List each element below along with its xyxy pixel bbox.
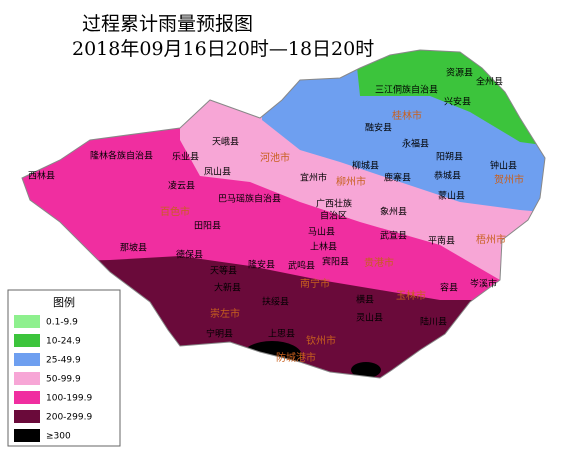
- place: 隆安县: [248, 259, 275, 271]
- place: 蒙山县: [438, 190, 465, 202]
- place: 贵港市: [364, 256, 394, 269]
- legend-swatch: [14, 315, 40, 328]
- place: 南宁市: [300, 277, 330, 290]
- place: 兴安县: [444, 96, 471, 108]
- place: 融安县: [365, 122, 392, 134]
- legend-swatch: [14, 372, 40, 385]
- place: 百色市: [160, 205, 190, 218]
- place: 大新县: [214, 282, 241, 294]
- place-labels: 三江侗族自治县 资源县 全州县 兴安县 融安县 永福县 桂林市 河池市 天峨县 …: [28, 68, 524, 365]
- legend-swatch: [14, 429, 40, 442]
- legend-label: 100-199.9: [46, 394, 92, 404]
- place: 河池市: [260, 151, 290, 164]
- map-title: 过程累计雨量预报图: [82, 13, 253, 35]
- legend-label: ≥300: [46, 432, 71, 442]
- place: 全州县: [476, 76, 503, 88]
- place: 阳朔县: [436, 151, 463, 163]
- place: 玉林市: [396, 289, 426, 302]
- legend-label: 25-49.9: [46, 356, 81, 366]
- place: 容县: [440, 282, 458, 294]
- place: 贺州市: [494, 173, 524, 186]
- place: 崇左市: [210, 307, 240, 320]
- place: 宁明县: [206, 328, 233, 340]
- place: 上思县: [268, 329, 295, 340]
- place: 天等县: [210, 265, 237, 277]
- place: 鹿寨县: [384, 172, 411, 184]
- place: 田阳县: [194, 221, 221, 232]
- place: 梧州市: [476, 233, 506, 246]
- place: 三江侗族自治县: [375, 84, 438, 96]
- legend-title: 图例: [53, 295, 75, 309]
- place: 隆林各族自治县: [90, 150, 153, 162]
- place: 自治区: [320, 210, 347, 222]
- map-subtitle: 2018年09月16日20时—18日20时: [72, 38, 374, 60]
- place: 陆川县: [420, 316, 447, 328]
- legend-swatch: [14, 391, 40, 404]
- place: 上林县: [310, 241, 337, 253]
- place: 武宣县: [380, 230, 407, 242]
- place: 柳州市: [336, 175, 366, 188]
- province-outline: [21, 49, 546, 379]
- legend-swatch: [14, 410, 40, 423]
- place: 凌云县: [168, 180, 195, 192]
- place: 平南县: [428, 235, 455, 247]
- legend: 图例 0.1-9.9 10-24.9 25-49.9 50-99.9 100-199.9…: [7, 289, 121, 447]
- legend-label: 10-24.9: [46, 337, 81, 347]
- place: 宜州市: [300, 172, 327, 184]
- place: 宾阳县: [322, 256, 349, 268]
- place: 扶绥县: [262, 296, 289, 308]
- place: 资源县: [446, 68, 473, 79]
- region: [351, 362, 381, 378]
- place: 恭城县: [434, 171, 461, 182]
- place: 横县: [356, 294, 374, 306]
- place: 象州县: [380, 206, 407, 218]
- place: 岑溪市: [470, 278, 497, 290]
- place: 天峨县: [212, 136, 239, 148]
- legend-label: 0.1-9.9: [46, 318, 78, 328]
- legend-label: 200-299.9: [46, 413, 92, 423]
- place: 马山县: [308, 227, 335, 238]
- place: 广西壮族: [316, 198, 352, 210]
- legend-label: 50-99.9: [46, 375, 81, 385]
- legend-swatch: [14, 353, 40, 366]
- legend-swatch: [14, 334, 40, 347]
- place: 武鸣县: [288, 260, 315, 272]
- place: 桂林市: [392, 109, 422, 122]
- place: 那坡县: [120, 242, 147, 254]
- place: 钟山县: [490, 160, 517, 172]
- place: 灵山县: [356, 313, 383, 324]
- place: 防城港市: [276, 351, 316, 364]
- place: 柳城县: [352, 160, 379, 172]
- place: 巴马瑶族自治县: [218, 193, 281, 205]
- place: 乐业县: [172, 151, 199, 163]
- place: 凤山县: [204, 167, 231, 178]
- place: 钦州市: [306, 334, 336, 347]
- place: 永福县: [402, 138, 429, 150]
- place: 西林县: [28, 170, 55, 182]
- place: 德保县: [176, 249, 203, 261]
